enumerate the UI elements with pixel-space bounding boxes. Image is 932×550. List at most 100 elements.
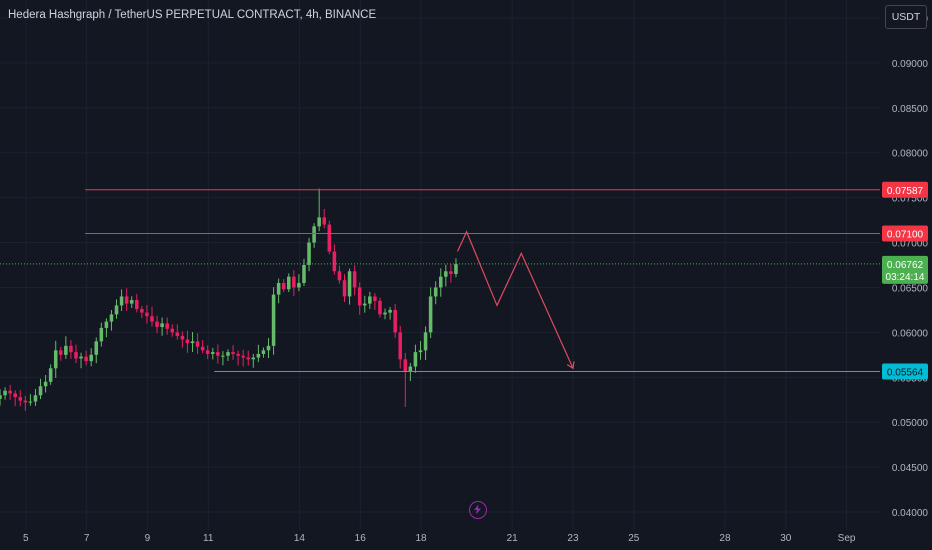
projection-line — [456, 230, 574, 369]
candle — [368, 291, 372, 309]
candle-body — [231, 352, 235, 354]
price-tick-label: 0.06000 — [892, 328, 929, 339]
candle — [104, 318, 109, 338]
candle — [135, 294, 139, 313]
candle-body — [84, 356, 88, 362]
level-badge-label: 0.07587 — [887, 186, 924, 197]
candle-body — [53, 350, 58, 369]
candle-body — [48, 368, 53, 382]
currency-button[interactable]: USDT — [885, 5, 927, 29]
candle — [195, 333, 200, 355]
level-badge-label: 0.05564 — [887, 368, 924, 379]
candle-body — [38, 386, 43, 396]
candle-body — [150, 316, 154, 322]
bolt-icon[interactable] — [469, 501, 487, 519]
candle — [378, 297, 382, 318]
candle-body — [378, 300, 382, 315]
candle-body — [195, 341, 200, 347]
current-price-badge — [882, 255, 928, 284]
projection-arrowhead — [566, 361, 575, 370]
candle-body — [398, 332, 403, 360]
candle — [428, 287, 433, 339]
candle-body — [104, 321, 109, 328]
time-axis[interactable]: 5 7 9 11 14 16 18 21 23 25 28 30 Sep — [23, 533, 856, 544]
candle-body — [221, 355, 225, 357]
candle-body — [18, 397, 23, 401]
time-tick-label: 18 — [415, 533, 427, 544]
projection-path[interactable] — [456, 230, 575, 370]
candle-body — [393, 309, 397, 333]
candle — [322, 209, 327, 229]
candle — [150, 306, 154, 327]
time-tick-label: 9 — [145, 533, 151, 544]
candle-body — [119, 296, 124, 306]
candle — [231, 345, 235, 360]
candle — [276, 278, 281, 304]
candle — [28, 394, 33, 406]
candle — [362, 295, 367, 313]
candle-body — [428, 296, 433, 333]
time-tick-label: 11 — [203, 533, 214, 544]
candle-body — [140, 309, 144, 313]
candle — [307, 237, 311, 272]
candle-body — [94, 341, 99, 355]
candle — [38, 378, 43, 400]
candle — [413, 344, 418, 373]
candle-body — [362, 303, 367, 306]
price-levels[interactable] — [0, 189, 880, 373]
candle — [185, 330, 190, 353]
candle-body — [185, 339, 190, 344]
candle — [43, 375, 48, 393]
candle — [160, 317, 164, 336]
level-badge — [882, 363, 928, 380]
candle — [312, 223, 316, 248]
candle — [79, 352, 83, 369]
time-tick-label: 21 — [507, 533, 519, 544]
candle — [211, 347, 215, 360]
candle-body — [8, 390, 12, 394]
time-tick-label: 30 — [780, 533, 792, 544]
candle-body — [266, 345, 271, 351]
candle-body — [145, 312, 149, 317]
candle — [165, 317, 169, 335]
candle-body — [388, 309, 392, 313]
chart-title: Hedera Hashgraph / TetherUS PERPETUAL CO… — [8, 9, 377, 21]
candle-body — [89, 354, 93, 362]
candle-body — [175, 332, 180, 336]
candle — [433, 281, 438, 305]
candle-body — [129, 300, 134, 304]
candle — [3, 387, 7, 400]
candle-body — [59, 350, 63, 355]
time-tick-label: 28 — [719, 533, 731, 544]
candle — [99, 322, 104, 347]
price-tick-label: 0.08000 — [892, 149, 929, 160]
time-tick-label: 16 — [355, 533, 367, 544]
candle-body — [276, 282, 281, 295]
candle-body — [413, 352, 418, 367]
candle-body — [165, 323, 169, 329]
candle-body — [33, 395, 38, 402]
candle-body — [190, 341, 195, 344]
candle-body — [69, 345, 73, 353]
price-tick-label: 0.07500 — [892, 194, 929, 205]
price-tick-label: 0.06500 — [892, 283, 929, 294]
candle-body — [322, 217, 327, 225]
candle — [261, 347, 266, 358]
candle — [246, 350, 251, 366]
candle-body — [170, 328, 175, 333]
candle — [287, 273, 291, 293]
candle-body — [317, 217, 321, 227]
candle — [140, 305, 144, 319]
candle — [84, 350, 88, 366]
candle-body — [23, 400, 28, 403]
time-tick-label: 5 — [23, 533, 29, 544]
candle-body — [0, 395, 2, 399]
candle — [0, 389, 2, 406]
candle-body — [251, 357, 256, 360]
candle — [297, 274, 301, 292]
level-badge-label: 0.07100 — [887, 230, 924, 241]
candle-body — [28, 401, 33, 403]
time-tick-label: 23 — [567, 533, 579, 544]
candle — [226, 349, 230, 362]
